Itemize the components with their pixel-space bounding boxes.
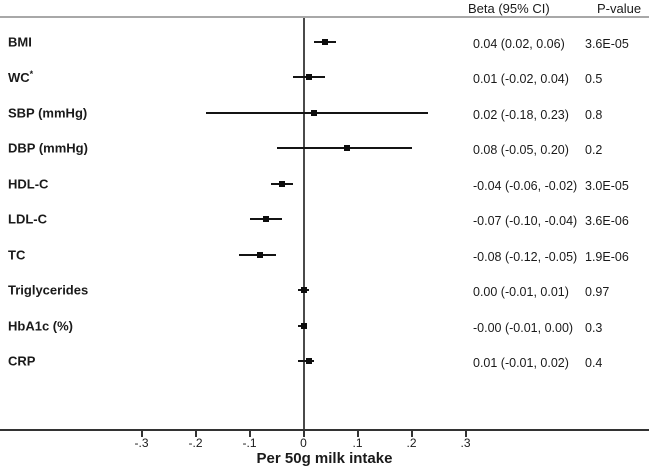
- beta-ci-value: 0.00 (-0.01, 0.01): [473, 285, 569, 300]
- row-label-superscript: *: [29, 69, 34, 80]
- x-axis-tick-label: -.2: [188, 436, 203, 450]
- beta-ci-value: -0.04 (-0.06, -0.02): [473, 178, 578, 193]
- beta-ci-value: -0.08 (-0.12, -0.05): [473, 249, 578, 264]
- x-axis-tick: [248, 431, 251, 437]
- row-label: WC*: [8, 69, 34, 86]
- x-axis-tick: [194, 431, 197, 437]
- row-label: HDL-C: [8, 176, 49, 192]
- p-value: 1.9E-06: [585, 249, 629, 264]
- beta-ci-value: 0.02 (-0.18, 0.23): [473, 107, 569, 122]
- beta-point-marker: [322, 39, 329, 45]
- row-label: Triglycerides: [8, 282, 89, 298]
- zero-reference-line: [302, 18, 305, 430]
- p-value: 0.2: [585, 143, 603, 158]
- x-axis-tick: [464, 431, 467, 437]
- x-axis-line: [0, 429, 649, 431]
- row-label: BMI: [8, 34, 32, 50]
- p-value: 0.4: [585, 356, 603, 371]
- beta-point-marker: [278, 180, 285, 187]
- row-label: SBP (mmHg): [8, 105, 88, 121]
- beta-ci-value: -0.00 (-0.01, 0.00): [473, 320, 574, 335]
- p-value: 0.5: [585, 72, 603, 87]
- beta-point-marker: [305, 358, 312, 365]
- beta-ci-value: 0.04 (0.02, 0.06): [473, 37, 565, 51]
- x-axis-tick-label: .3: [460, 436, 471, 450]
- row-label: DBP (mmHg): [8, 140, 88, 156]
- p-value: 0.97: [585, 285, 610, 300]
- x-axis-tick: [356, 431, 359, 437]
- p-value: 3.6E-06: [585, 214, 629, 229]
- x-axis-tick-label: .1: [352, 436, 363, 450]
- p-value: 3.0E-05: [585, 178, 629, 193]
- x-axis-tick-label: -.1: [242, 436, 257, 450]
- header-divider-line: [0, 16, 649, 18]
- p-value: 3.6E-05: [585, 37, 629, 51]
- beta-ci-value: 0.08 (-0.05, 0.20): [473, 143, 569, 158]
- beta-point-marker: [257, 251, 264, 258]
- row-label: CRP: [8, 353, 36, 369]
- x-axis-title: Per 50g milk intake: [256, 450, 393, 467]
- beta-ci-value: -0.07 (-0.10, -0.04): [473, 214, 578, 229]
- x-axis-tick: [410, 431, 413, 437]
- beta-ci-column-header: Beta (95% CI): [468, 1, 550, 16]
- row-label: HbA1c (%): [8, 318, 74, 334]
- beta-point-marker: [262, 216, 269, 223]
- row-label: TC: [8, 247, 26, 263]
- beta-point-marker: [300, 287, 307, 294]
- beta-point-marker: [343, 145, 350, 152]
- row-label: LDL-C: [8, 211, 47, 227]
- beta-point-marker: [300, 322, 307, 329]
- x-axis-tick: [140, 431, 143, 437]
- p-value-column-header: P-value: [597, 1, 642, 16]
- x-axis-tick-label: 0: [300, 436, 307, 450]
- x-axis-tick-label: .2: [406, 436, 417, 450]
- beta-ci-value: 0.01 (-0.02, 0.04): [473, 72, 569, 87]
- x-axis-tick: [302, 431, 305, 437]
- p-value: 0.3: [585, 320, 603, 335]
- beta-ci-value: 0.01 (-0.01, 0.02): [473, 356, 569, 371]
- x-axis-tick-label: -.3: [134, 436, 149, 450]
- beta-point-marker: [305, 74, 312, 81]
- beta-point-marker: [311, 109, 318, 116]
- p-value: 0.8: [585, 107, 603, 122]
